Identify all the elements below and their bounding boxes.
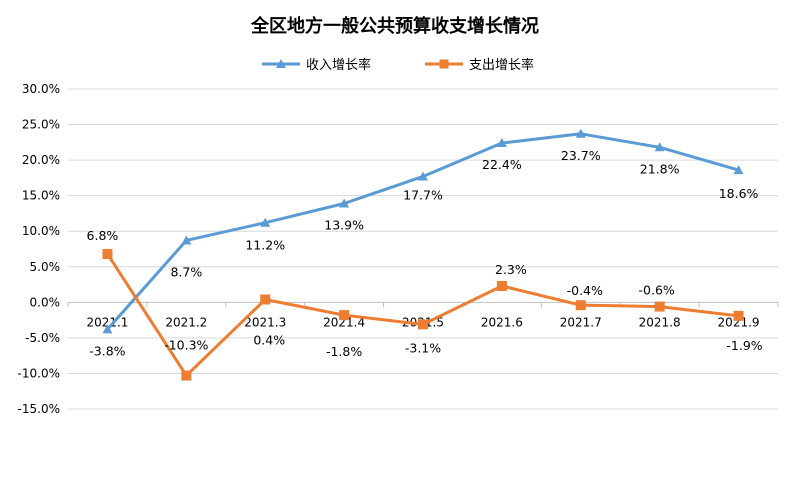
data-label: 21.8% [640,161,680,176]
data-label: 11.2% [245,238,285,253]
x-tick-label: 2021.8 [639,315,681,329]
data-label: 2.3% [495,262,527,277]
y-axis-ticks: 30.0% 25.0% 20.0% 15.0% 10.0% 5.0% 0.0% -5.0% -1… [18,82,60,416]
data-point [418,319,428,330]
y-tick-label: -10.0% [18,366,60,380]
data-label: -0.4% [567,283,603,298]
data-point [733,165,744,175]
data-point [102,248,113,259]
data-label: -1.9% [726,338,762,353]
data-point [575,128,586,138]
data-label: -0.6% [639,283,675,298]
data-point [418,171,428,181]
y-tick-label: 25.0% [22,118,60,132]
series-markers [102,128,744,381]
y-tick-label: 30.0% [22,82,60,96]
legend-label: 收入增长率 [306,57,371,73]
gridlines [68,88,778,410]
data-point [260,294,271,305]
chart-title: 全区地方一般公共预算收支增长情况 [250,15,539,37]
data-point [496,280,507,291]
data-point [181,370,192,381]
data-label: 18.6% [719,186,759,201]
data-label: -1.8% [326,344,362,359]
x-tick-label: 2021.7 [560,315,602,329]
y-tick-label: 0.0% [30,295,61,309]
data-label: 23.7% [561,148,601,163]
data-label: 0.4% [253,332,285,347]
y-tick-label: -5.0% [25,331,60,345]
y-tick-label: 20.0% [22,153,60,167]
x-tick-label: 2021.2 [165,315,207,329]
data-point [496,138,507,148]
x-tick-label: 2021.6 [481,315,523,329]
data-label: -3.1% [405,340,441,355]
x-tick-label: 2021.4 [323,315,365,329]
data-point [654,301,665,312]
data-point [575,300,586,311]
legend-marker [439,59,449,69]
data-label: -10.3% [164,338,208,353]
data-point [102,324,113,334]
data-point [339,310,350,321]
legend-label: 支出增长率 [469,57,534,73]
data-point [654,142,665,152]
legend-marker [276,59,286,68]
data-point [260,217,271,227]
data-point [339,198,350,208]
data-label: -3.8% [89,343,125,358]
y-tick-label: 15.0% [22,189,60,203]
y-tick-label: 10.0% [22,224,60,238]
data-point [733,310,744,321]
x-tick-label: 2021.3 [244,315,286,329]
y-tick-label: 5.0% [30,260,61,274]
data-label: 17.7% [403,187,443,202]
data-label: 22.4% [482,157,522,172]
data-labels: -3.8% 8.7% 11.2% 13.9% 17.7% 22.4% 23.7% 21.8% 1… [87,148,763,359]
y-tick-label: -15.0% [18,402,60,416]
data-label: 6.8% [87,228,119,243]
x-tick-label: 2021.9 [718,315,760,329]
data-label: 8.7% [170,264,202,279]
legend: 收入增长率 支出增长率 [262,57,534,73]
data-point [181,235,192,245]
data-label: 13.9% [324,217,364,232]
